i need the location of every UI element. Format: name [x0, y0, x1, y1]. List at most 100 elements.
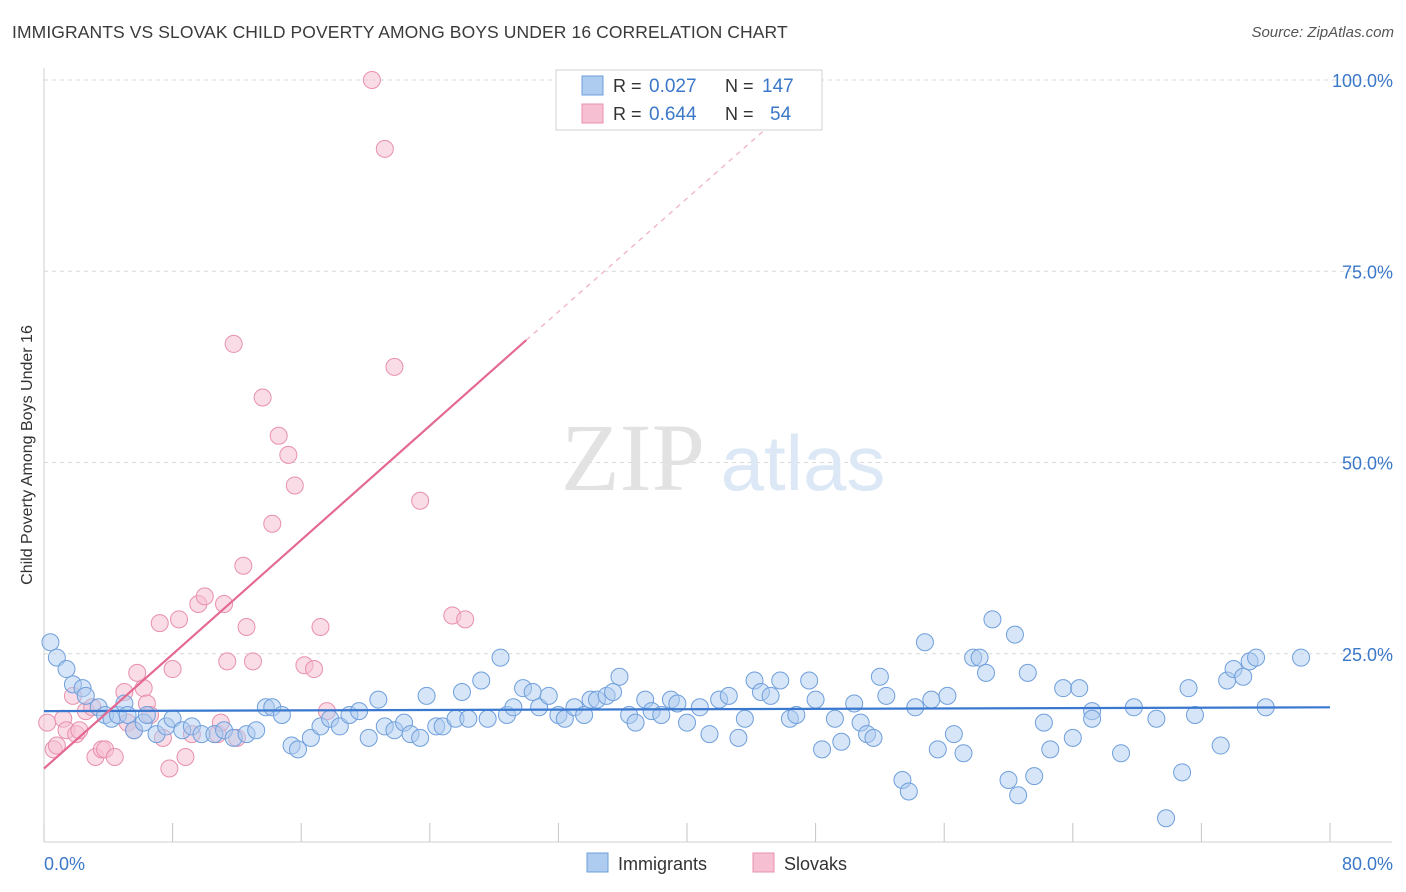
immigrants-point-100 [899, 782, 918, 801]
immigrants-point-28 [272, 705, 291, 724]
immigrants-point-111 [983, 610, 1002, 629]
slovaks-point-18 [134, 679, 153, 698]
immigrants-point-34 [330, 717, 349, 736]
immigrants-point-85 [771, 671, 790, 690]
immigrants-point-75 [678, 713, 696, 732]
slovaks-point-0 [38, 713, 57, 732]
watermark: ZIP atlas [561, 404, 885, 511]
immigrants-point-89 [806, 690, 825, 709]
immigrants-point-113 [1005, 625, 1024, 644]
immigrants-point-38 [369, 690, 388, 709]
bottom-swatch-slovaks [752, 852, 775, 873]
tick-labels: 25.0% 50.0% 75.0% 100.0% 0.0% 80.0% [44, 71, 1393, 874]
immigrants-point-77 [700, 725, 719, 744]
slovaks-point-51 [411, 491, 430, 510]
immigrants-point-131 [1211, 736, 1230, 755]
slovaks-point-13 [105, 748, 124, 767]
immigrants-point-138 [1292, 648, 1311, 667]
legend-r-value-2: 0.644 [649, 104, 697, 125]
immigrants-point-5 [76, 686, 95, 705]
immigrants-point-107 [954, 744, 973, 763]
x-tick-label-min: 0.0% [44, 854, 85, 874]
y-tick-label-2: 75.0% [1342, 262, 1393, 282]
immigrants-point-80 [729, 728, 748, 747]
legend-swatch-slovaks [581, 103, 604, 124]
immigrants-point-101 [906, 698, 925, 717]
slovaks-point-33 [218, 652, 237, 671]
slovaks-trend-line [43, 339, 527, 770]
immigrants-point-87 [787, 705, 806, 724]
immigrants-point-31 [301, 728, 320, 747]
immigrants-point-126 [1147, 709, 1166, 728]
immigrants-point-0 [41, 633, 60, 652]
watermark-atlas: atlas [721, 419, 886, 507]
y-tick-label-1: 50.0% [1342, 454, 1393, 474]
immigrants-point-116 [1025, 767, 1044, 786]
slovaks-point-43 [285, 476, 304, 495]
immigrants-point-121 [1070, 679, 1089, 698]
immigrants-point-51 [478, 709, 497, 728]
slovaks-point-50 [385, 357, 404, 376]
immigrants-point-56 [523, 683, 542, 701]
immigrants-point-50 [472, 671, 491, 690]
slovaks-point-49 [375, 139, 394, 158]
immigrants-point-74 [668, 694, 687, 713]
bottom-legend-slovaks: Slovaks [784, 854, 847, 874]
slovaks-point-41 [269, 426, 288, 445]
slovaks-point-40 [263, 514, 282, 533]
immigrants-point-92 [832, 732, 851, 751]
immigrants-point-57 [530, 698, 549, 717]
immigrants-point-123 [1083, 709, 1102, 728]
immigrants-point-105 [938, 686, 957, 705]
immigrants-point-62 [575, 705, 594, 724]
immigrants-point-52 [491, 648, 510, 667]
watermark-zip: ZIP [561, 404, 705, 511]
immigrants-points [41, 610, 1311, 828]
slovaks-trend-extension [525, 98, 800, 341]
immigrants-point-129 [1179, 679, 1198, 698]
legend-r-label-1: R = [613, 76, 642, 96]
legend-r-label-2: R = [613, 104, 642, 124]
bottom-legend-immigrants: Immigrants [618, 854, 707, 874]
immigrants-point-49 [459, 709, 478, 728]
chart-title: IMMIGRANTS VS SLOVAK CHILD POVERTY AMONG… [12, 22, 788, 42]
slovaks-point-53 [456, 610, 475, 629]
slovaks-point-23 [160, 759, 179, 778]
correlation-legend: R = 0.027 N = 147 R = 0.644 N = 54 [555, 69, 823, 131]
slovaks-point-24 [163, 660, 182, 679]
immigrants-point-91 [825, 709, 844, 728]
immigrants-point-120 [1063, 728, 1082, 747]
immigrants-point-81 [735, 709, 754, 728]
series-legend: Immigrants Slovaks [586, 852, 847, 874]
gridlines [44, 79, 1392, 655]
immigrants-point-117 [1034, 713, 1053, 732]
immigrants-point-118 [1041, 740, 1060, 759]
slovaks-point-46 [311, 617, 330, 636]
immigrants-point-44 [417, 686, 436, 705]
immigrants-point-84 [761, 686, 780, 705]
bottom-swatch-immigrants [586, 852, 609, 873]
immigrants-point-48 [452, 683, 471, 701]
immigrants-point-134 [1234, 667, 1253, 686]
y-tick-label-3: 100.0% [1332, 71, 1393, 91]
immigrants-point-114 [1009, 786, 1028, 805]
source-credit: Source: ZipAtlas.com [1251, 24, 1394, 41]
immigrants-point-124 [1112, 744, 1131, 763]
immigrants-point-76 [690, 698, 709, 717]
slovaks-point-32 [215, 595, 234, 614]
immigrants-point-104 [928, 740, 947, 759]
immigrants-point-102 [915, 633, 934, 652]
slovaks-point-42 [279, 445, 298, 464]
slovaks-point-34 [224, 334, 243, 353]
legend-n-label-2: N = [725, 104, 754, 124]
slovaks-point-45 [305, 660, 324, 679]
slovaks-point-38 [243, 652, 262, 671]
legend-n-value-1: 147 [762, 76, 794, 97]
immigrants-point-43 [411, 728, 430, 747]
immigrants-point-66 [604, 683, 623, 701]
immigrants-point-97 [877, 686, 896, 705]
slovaks-point-29 [195, 587, 214, 606]
immigrants-point-1 [47, 648, 66, 667]
immigrants-point-37 [359, 728, 378, 747]
